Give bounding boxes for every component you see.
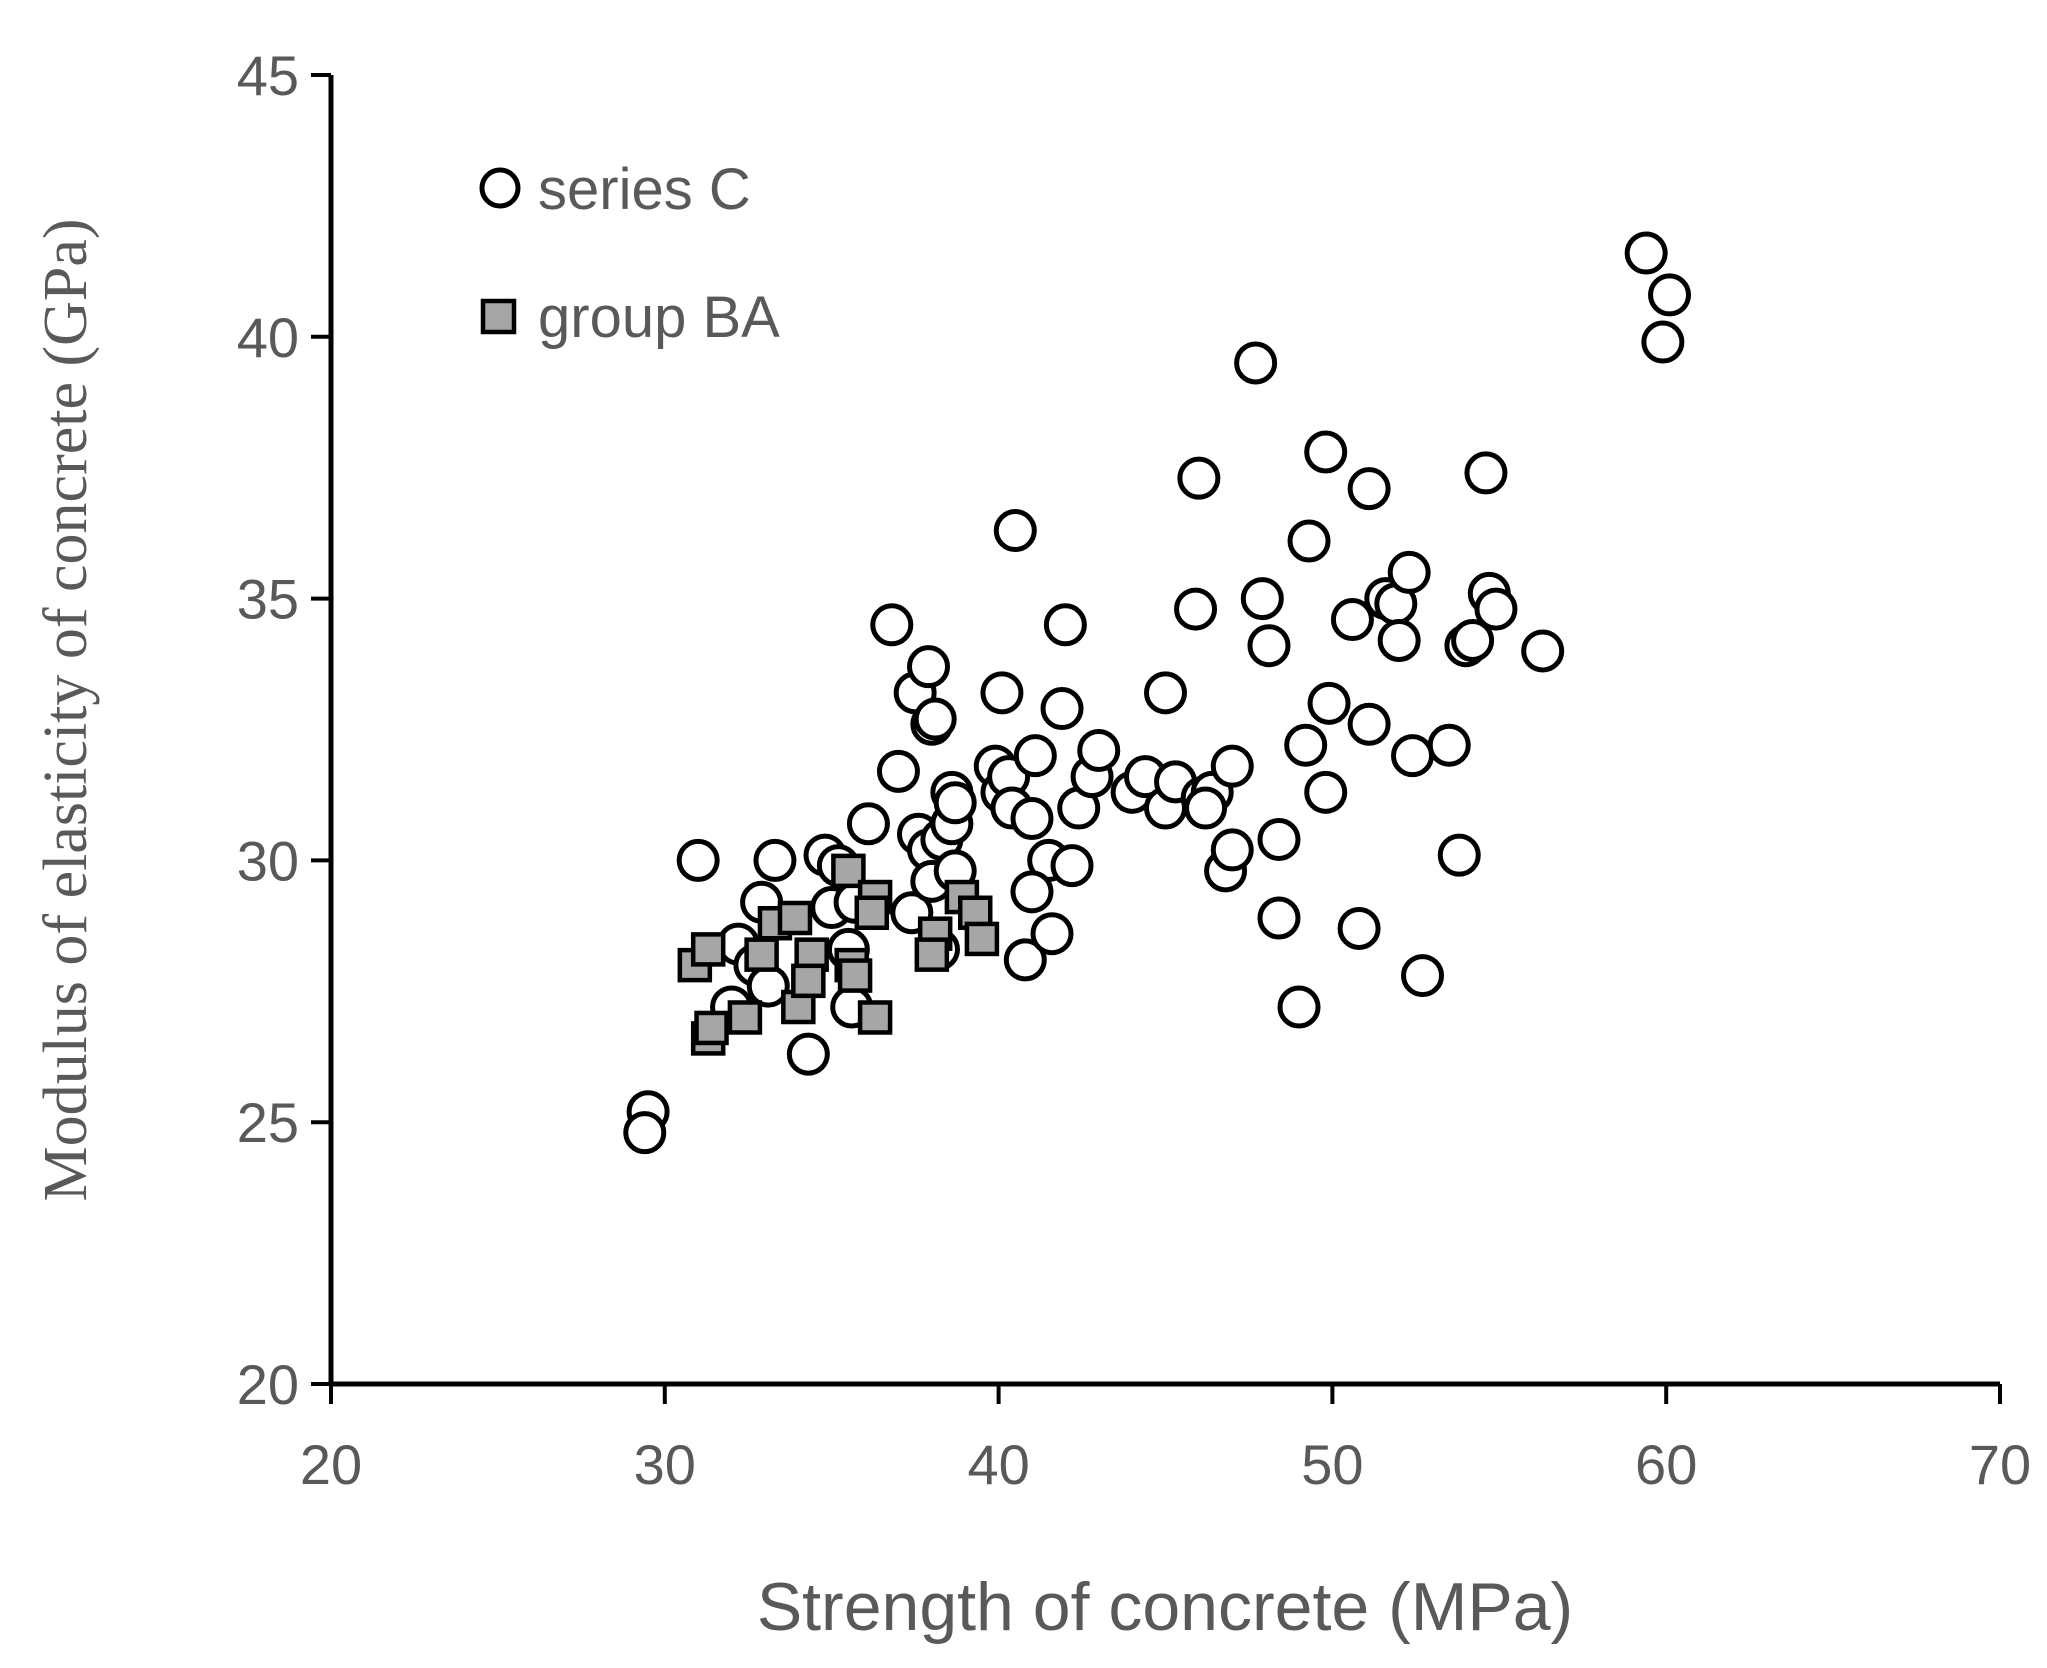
- y-axis-title: Modulus of elasticity of concrete (GPa): [32, 218, 100, 1201]
- series-c-point: [1247, 624, 1291, 668]
- group-ba-point: [694, 1010, 729, 1046]
- group-ba-points: [677, 853, 1000, 1056]
- x-ticks: 20 30 40 50 60 70: [300, 1384, 2031, 1496]
- group-ba-point: [791, 963, 826, 999]
- x-tick-label: 70: [1969, 1433, 2031, 1496]
- series-c-point: [1040, 687, 1084, 731]
- x-axis-title: Strength of concrete (MPa): [757, 1569, 1573, 1645]
- group-ba-point: [854, 895, 890, 931]
- series-c-point: [876, 749, 920, 793]
- series-c-point: [1401, 954, 1445, 998]
- series-c-point: [1347, 467, 1391, 511]
- legend-label-group-ba: group BA: [538, 285, 780, 350]
- axes: [328, 75, 2000, 1387]
- series-c-point: [1257, 896, 1301, 940]
- y-tick-label: 25: [237, 1091, 299, 1154]
- series-c-point: [753, 838, 797, 882]
- y-tick-label: 20: [237, 1353, 299, 1416]
- series-c-point: [1641, 320, 1685, 364]
- series-c-point: [1387, 550, 1431, 594]
- y-tick-label: 40: [237, 306, 299, 369]
- series-c-point: [1177, 456, 1221, 500]
- x-tick-label: 40: [967, 1433, 1029, 1496]
- series-c-point: [1050, 844, 1094, 888]
- series-c-point: [1210, 828, 1254, 872]
- series-c-point: [1451, 618, 1495, 662]
- series-c-point: [907, 645, 951, 689]
- legend-square-marker: [480, 298, 517, 335]
- x-tick-label: 60: [1635, 1433, 1697, 1496]
- series-c-point: [1210, 744, 1254, 788]
- series-c-point: [1174, 587, 1218, 631]
- legend-item-series-c: series C: [479, 157, 751, 222]
- y-ticks: 20 25 30 35 40 45: [237, 44, 331, 1416]
- series-c-point: [1284, 723, 1328, 767]
- series-c-point: [1077, 728, 1121, 772]
- series-c-point: [1003, 938, 1047, 982]
- series-c-point: [980, 671, 1024, 715]
- series-c-point: [1257, 817, 1301, 861]
- group-ba-point: [744, 937, 779, 972]
- series-c-point: [1287, 519, 1331, 563]
- series-c-point: [1030, 912, 1074, 956]
- series-c-point: [1330, 598, 1374, 642]
- series-c-point: [1010, 870, 1054, 914]
- series-c-point: [1043, 603, 1087, 647]
- group-ba-point: [690, 932, 726, 967]
- y-tick-label: 30: [237, 829, 299, 892]
- group-ba-point: [727, 1000, 763, 1035]
- series-c-point: [993, 509, 1037, 553]
- series-c-point: [846, 802, 890, 846]
- legend-item-group-ba: group BA: [480, 285, 780, 350]
- group-ba-point: [914, 937, 950, 972]
- series-c-point: [1427, 723, 1471, 767]
- series-c-point: [1234, 341, 1278, 385]
- series-c-point: [1391, 734, 1435, 778]
- group-ba-point: [857, 1000, 893, 1035]
- x-tick-label: 30: [634, 1433, 696, 1496]
- series-c-point: [1437, 833, 1481, 877]
- series-c-point: [913, 697, 957, 741]
- series-c-point: [1464, 451, 1508, 495]
- series-c-point: [1240, 577, 1284, 621]
- x-tick-label: 20: [300, 1433, 362, 1496]
- series-c-point: [1474, 587, 1518, 631]
- legend-circle-marker: [479, 167, 521, 209]
- series-c-point: [1184, 786, 1228, 830]
- series-c-point: [1010, 797, 1054, 841]
- series-c-point: [1648, 273, 1692, 317]
- y-tick-label: 35: [237, 568, 299, 631]
- x-tick-label: 50: [1301, 1433, 1363, 1496]
- series-c-point: [623, 1111, 667, 1155]
- legend-label-series-c: series C: [538, 157, 751, 222]
- series-c-point: [1521, 629, 1565, 673]
- series-c-point: [1307, 681, 1351, 725]
- y-tick-label: 45: [237, 44, 299, 107]
- series-c-point: [1377, 618, 1421, 662]
- series-c-points: [623, 231, 1692, 1155]
- series-c-point: [1277, 985, 1321, 1029]
- series-c-point: [1624, 231, 1668, 275]
- series-c-point: [1337, 906, 1381, 950]
- group-ba-point: [777, 900, 813, 936]
- series-c-point: [1144, 671, 1187, 715]
- group-ba-point: [964, 921, 1000, 957]
- series-c-point: [1013, 734, 1057, 778]
- series-c-point: [1304, 430, 1348, 474]
- series-c-point: [1347, 702, 1391, 746]
- group-ba-point: [837, 958, 873, 993]
- series-c-point: [870, 603, 914, 647]
- series-c-point: [676, 838, 720, 882]
- series-c-point: [933, 781, 977, 825]
- series-c-point: [1304, 770, 1348, 814]
- legend: series C group BA: [479, 157, 780, 350]
- series-c-point: [786, 1032, 830, 1076]
